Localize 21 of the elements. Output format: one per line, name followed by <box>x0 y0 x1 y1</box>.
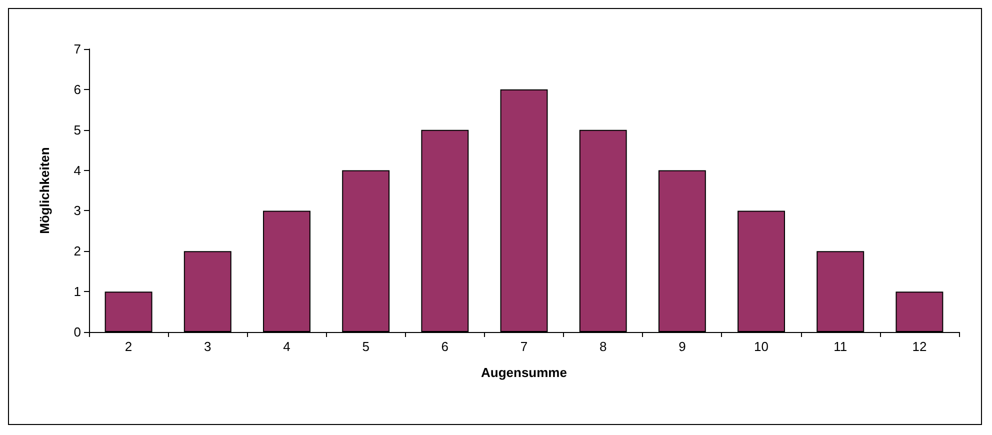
x-tick-label: 4 <box>283 339 290 354</box>
x-tick-label: 2 <box>124 339 132 354</box>
y-tick-label: 2 <box>74 244 81 259</box>
x-tick-label: 9 <box>678 339 686 354</box>
x-tick-label: 6 <box>441 339 449 354</box>
y-axis-title: Möglichkeiten <box>37 147 52 234</box>
y-tick-label: 6 <box>74 82 81 97</box>
x-axis-title: Augensumme <box>481 365 567 380</box>
y-tick-label: 0 <box>74 324 81 340</box>
y-tick-label: 5 <box>74 122 81 138</box>
y-tick-label: 3 <box>74 203 81 218</box>
x-tick-label: 10 <box>754 339 769 354</box>
x-tick-label: 5 <box>362 339 370 354</box>
x-tick-label: 12 <box>912 339 927 354</box>
x-tick-label: 8 <box>599 339 607 354</box>
x-tick-label: 7 <box>520 339 528 354</box>
y-tick-label: 4 <box>74 162 81 178</box>
x-tick-label: 3 <box>204 339 212 354</box>
y-tick-label: 7 <box>74 42 81 56</box>
x-tick-label: 11 <box>834 339 848 354</box>
y-tick-label: 1 <box>74 284 81 300</box>
